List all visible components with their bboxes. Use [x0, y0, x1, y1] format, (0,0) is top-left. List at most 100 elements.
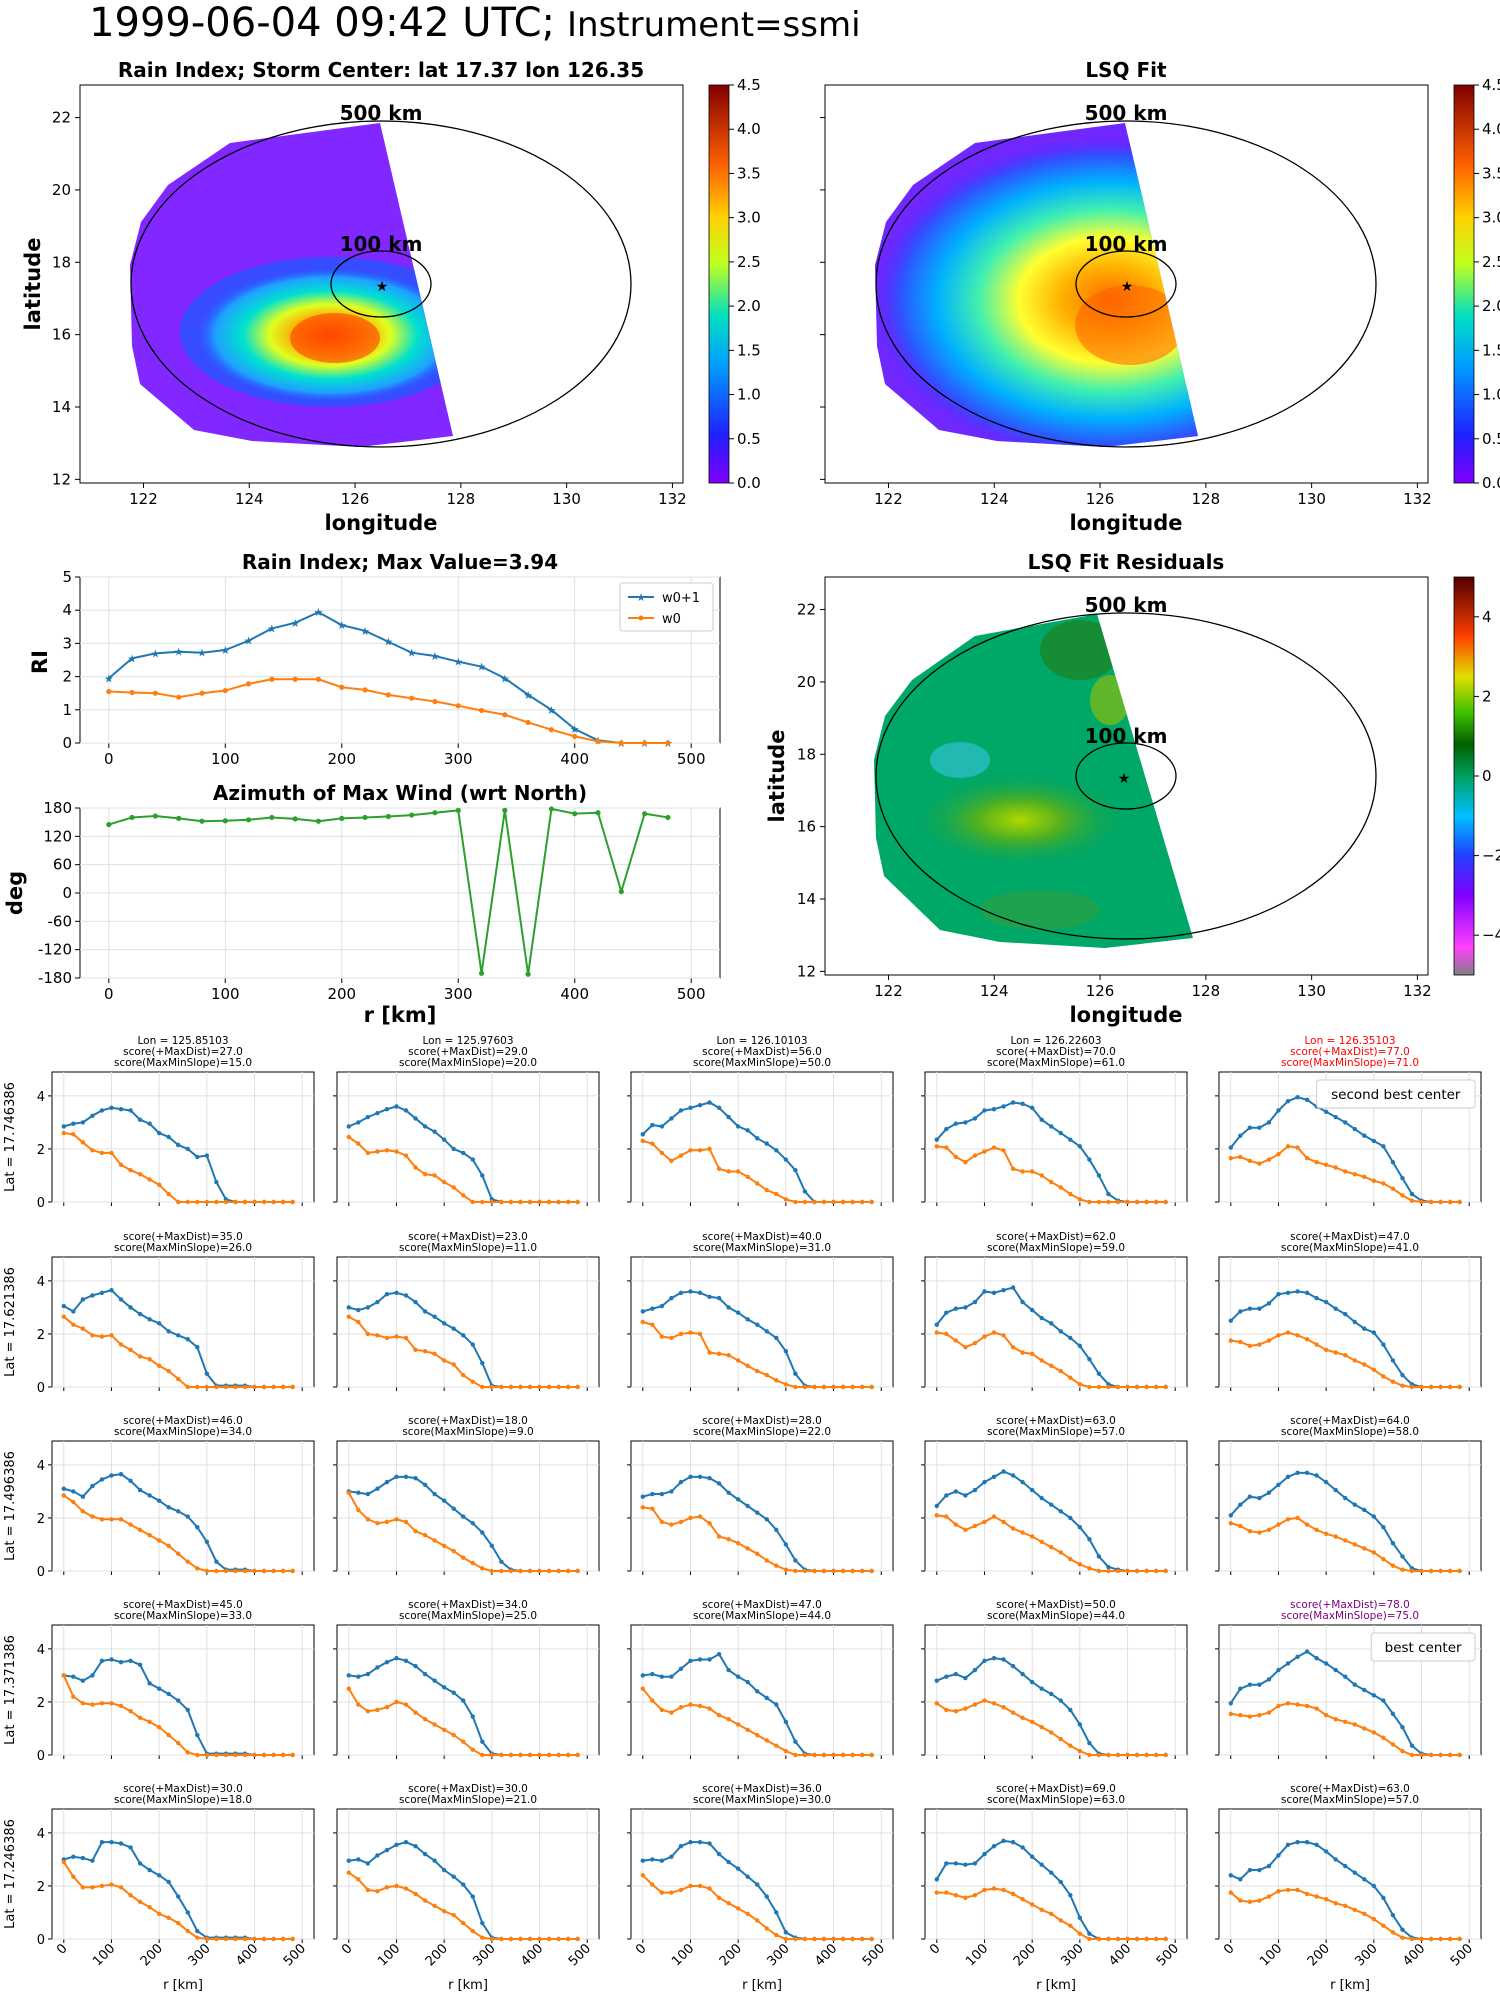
- data-point: [1362, 1133, 1367, 1138]
- data-point: [716, 1851, 722, 1857]
- data-point: [403, 1293, 409, 1298]
- data-point: [953, 1121, 959, 1126]
- data-point: [1419, 1936, 1424, 1942]
- data-point: [176, 694, 182, 700]
- data-point: [99, 1334, 105, 1339]
- data-point: [650, 1322, 655, 1327]
- data-point: [166, 1134, 171, 1140]
- data-point: [394, 1517, 399, 1522]
- data-point: [71, 1854, 76, 1859]
- cell-column-lon: Lon = 125.97603: [423, 1035, 514, 1047]
- x-tick-label: 100: [90, 1941, 118, 1969]
- data-point: [972, 1116, 978, 1121]
- data-point: [1333, 1667, 1338, 1673]
- data-point: [280, 1936, 286, 1942]
- data-point: [774, 1148, 779, 1153]
- data-point: [1049, 1730, 1054, 1735]
- data-point: [707, 1886, 712, 1891]
- data-point: [422, 1851, 428, 1857]
- data-point: [1010, 1526, 1016, 1531]
- data-point: [80, 1678, 86, 1683]
- data-point: [508, 1384, 514, 1390]
- data-point: [1039, 1539, 1044, 1545]
- data-point: [774, 1378, 779, 1383]
- data-point: [764, 1141, 769, 1146]
- data-point: [595, 810, 601, 816]
- data-point: [595, 738, 601, 744]
- data-point: [61, 1130, 66, 1136]
- data-point: [147, 1356, 152, 1362]
- data-point: [755, 1181, 760, 1186]
- data-point: [793, 1384, 798, 1390]
- data-point: [1400, 1193, 1405, 1198]
- x-tick-label: 0: [54, 1941, 70, 1957]
- data-point: [783, 1936, 789, 1942]
- data-point: [385, 692, 391, 698]
- y-tick-label: 3: [62, 634, 72, 652]
- x-tick-label: 128: [447, 490, 476, 508]
- data-point: [548, 727, 555, 733]
- data-point: [1058, 1185, 1063, 1190]
- data-point: [1096, 1554, 1102, 1559]
- data-point: [1058, 1130, 1063, 1136]
- data-point: [356, 1141, 361, 1146]
- data-point: [1096, 1936, 1102, 1942]
- cell-frame: [630, 1440, 894, 1572]
- data-point: [394, 1104, 399, 1109]
- data-point: [166, 1879, 171, 1885]
- data-point: [1352, 1502, 1357, 1507]
- data-point: [204, 1371, 210, 1376]
- data-point: [1020, 1845, 1025, 1850]
- data-point: [1228, 1873, 1233, 1878]
- data-point: [525, 719, 531, 726]
- data-point: [384, 1148, 390, 1153]
- data-point: [1001, 1469, 1006, 1474]
- data-point: [518, 1752, 523, 1758]
- data-point: [1163, 1568, 1168, 1574]
- data-point: [432, 1858, 437, 1863]
- cell-frame: [51, 1440, 315, 1572]
- data-point: [1362, 1687, 1367, 1693]
- data-point: [199, 690, 205, 696]
- x-tick-label: 300: [186, 1941, 214, 1969]
- data-point: [356, 1507, 361, 1513]
- data-point: [726, 1900, 731, 1906]
- cell-frame: [924, 1440, 1188, 1572]
- lsq-residuals-map: LSQ Fit Residuals 500 km 100 km ★ 122 124…: [765, 550, 1500, 1027]
- cell-score-slope: score(MaxMinSlope)=44.0: [987, 1610, 1125, 1622]
- data-point: [1096, 1568, 1102, 1574]
- data-point: [1447, 1384, 1453, 1390]
- data-point: [831, 1752, 836, 1758]
- data-point: [1153, 1568, 1159, 1574]
- data-point: [697, 1703, 703, 1709]
- data-point: [774, 1910, 779, 1915]
- profile-grid: score(MaxMinSlope)=15.0score(+MaxDist)=2…: [3, 1035, 1482, 1993]
- data-point: [669, 1116, 674, 1121]
- data-point: [1115, 1752, 1121, 1758]
- data-point: [422, 1482, 428, 1487]
- rain-index-profile: Rain Index; Max Value=3.94 0 100 200 300 400…: [28, 550, 721, 768]
- data-point: [156, 1538, 162, 1543]
- data-point: [991, 1474, 997, 1480]
- data-point: [726, 1114, 731, 1120]
- data-point: [470, 1928, 475, 1934]
- data-point: [489, 1384, 495, 1390]
- data-point: [1381, 1735, 1386, 1740]
- cell-score-maxdist: score(+MaxDist)=47.0: [1290, 1231, 1410, 1243]
- data-point: [707, 1475, 712, 1481]
- data-point: [1447, 1568, 1453, 1574]
- data-point: [195, 1752, 200, 1758]
- data-point: [745, 1546, 750, 1551]
- data-point: [1409, 1936, 1415, 1942]
- data-point: [195, 1525, 200, 1530]
- data-point: [527, 1199, 533, 1205]
- data-point: [271, 1199, 276, 1205]
- cell-score-maxdist: score(+MaxDist)=36.0: [702, 1783, 822, 1795]
- rain-index-map-ylabel: latitude: [21, 238, 45, 331]
- data-point: [537, 1199, 542, 1205]
- data-point: [1144, 1752, 1149, 1758]
- data-point: [982, 1334, 987, 1339]
- data-point: [1381, 1895, 1386, 1901]
- data-point: [508, 1568, 514, 1574]
- cell-score-slope: score(MaxMinSlope)=41.0: [1281, 1242, 1419, 1254]
